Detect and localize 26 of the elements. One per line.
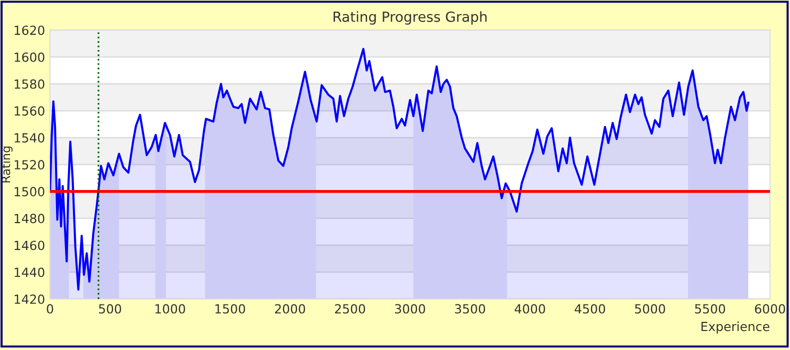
- y-tick-label: 1440: [14, 268, 44, 278]
- y-tick-label: 1600: [14, 52, 44, 62]
- y-tick-label: 1420: [14, 294, 44, 304]
- x-axis-title: Experience: [702, 322, 770, 334]
- y-tick-label: 1480: [14, 214, 44, 224]
- y-tick-label: 1460: [14, 240, 44, 250]
- x-tick-label: 5500: [695, 304, 726, 314]
- y-tick-label: 1560: [14, 106, 44, 116]
- x-tick-label: 4500: [574, 304, 606, 314]
- x-tick-label: 2000: [275, 304, 306, 314]
- x-tick-label: 1500: [215, 304, 246, 314]
- x-tick-label: 3000: [395, 304, 426, 314]
- y-tick-label: 1540: [14, 133, 44, 143]
- x-tick-label: 4000: [514, 304, 546, 314]
- x-tick-label: 5000: [635, 304, 666, 314]
- x-tick-label: 6000: [754, 304, 786, 314]
- x-tick-label: 2500: [335, 304, 366, 314]
- x-tick-label: 500: [99, 304, 122, 314]
- y-tick-label: 1580: [14, 79, 44, 89]
- chart-title: Rating Progress Graph: [334, 11, 487, 25]
- y-tick-label: 1620: [14, 26, 44, 36]
- x-tick-label: 1000: [155, 304, 186, 314]
- x-tick-label: 3500: [455, 304, 486, 314]
- x-tick-label: 0: [46, 304, 54, 314]
- y-tick-label: 1500: [14, 186, 44, 196]
- y-tick-label: 1520: [14, 160, 44, 170]
